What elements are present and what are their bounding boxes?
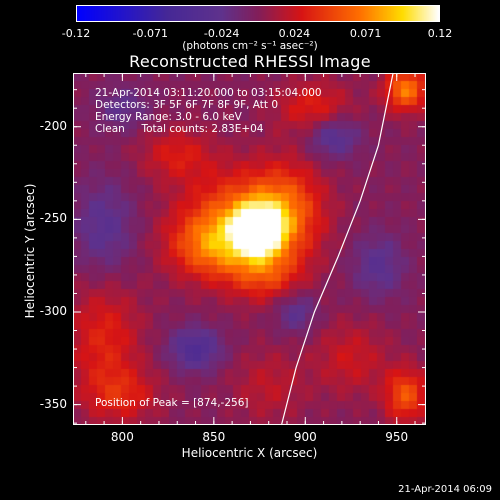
energy-range-label: Energy Range: 3.0 - 6.0 keV xyxy=(95,111,242,123)
y-tick-label: -200 xyxy=(39,118,67,133)
colorbar-unit-label: (photons cm⁻² s⁻¹ asec⁻²) xyxy=(182,40,318,52)
colorbar-tick-label: -0.024 xyxy=(203,27,240,40)
time-range-label: 21-Apr-2014 03:11:20.000 to 03:15:04.000 xyxy=(95,87,322,99)
colorbar xyxy=(76,5,440,22)
plot-border xyxy=(73,73,426,425)
y-axis-label: Heliocentric Y (arcsec) xyxy=(23,183,37,319)
plot-frame xyxy=(73,72,426,426)
heatmap-image xyxy=(73,73,426,425)
clean-counts-label: Clean Total counts: 2.83E+04 xyxy=(95,123,264,135)
y-tick-label: -250 xyxy=(39,211,67,226)
colorbar-tick-label: -0.12 xyxy=(61,27,91,40)
x-tick-label: 900 xyxy=(293,430,317,444)
footer-date: 21-Apr-2014 06:09 xyxy=(398,484,492,495)
y-tick-label: -350 xyxy=(39,396,67,411)
solar-limb-curve xyxy=(280,72,394,426)
axis-ticks xyxy=(73,73,426,425)
x-tick-label: 850 xyxy=(202,430,226,444)
colorbar-tick-label: 0.071 xyxy=(349,27,382,40)
colorbar-tick-label: 0.024 xyxy=(278,27,311,40)
x-tick-label: 800 xyxy=(110,430,134,444)
colorbar-tick-label: -0.071 xyxy=(132,27,169,40)
chart-title: Reconstructed RHESSI Image xyxy=(129,52,371,71)
peak-position-label: Position of Peak = [874,-256] xyxy=(95,397,249,409)
y-tick-label: -300 xyxy=(39,303,67,318)
colorbar-tick-label: 0.12 xyxy=(427,27,453,40)
x-axis-label: Heliocentric X (arcsec) xyxy=(181,446,318,460)
x-tick-label: 950 xyxy=(385,430,409,444)
detectors-label: Detectors: 3F 5F 6F 7F 8F 9F, Att 0 xyxy=(95,99,279,111)
